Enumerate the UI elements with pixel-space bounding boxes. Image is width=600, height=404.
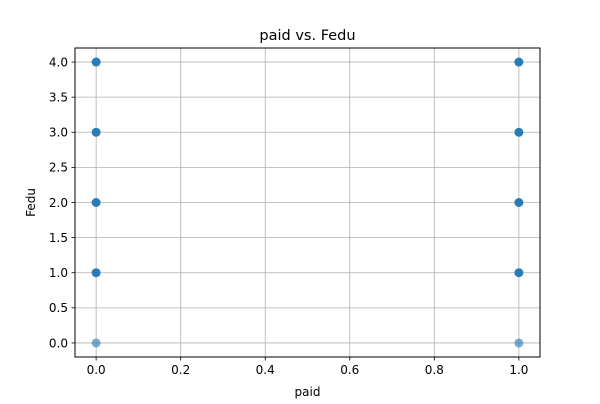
scatter-point	[514, 338, 524, 348]
scatter-point	[514, 57, 524, 67]
y-tick-label: 0.0	[49, 336, 68, 350]
x-tick-label: 0.6	[340, 363, 359, 377]
scatter-point	[91, 338, 101, 348]
y-axis-label: Fedu	[24, 188, 38, 217]
y-tick-label: 2.5	[49, 161, 68, 175]
y-tick-label: 0.5	[49, 301, 68, 315]
scatter-point	[91, 198, 101, 207]
y-tick-label: 3.0	[49, 126, 68, 140]
x-tick-label: 1.0	[509, 363, 528, 377]
y-tick-label: 1.5	[49, 231, 68, 245]
scatter-point	[91, 57, 101, 67]
ticks-layer: 0.0 0.2 0.4 0.6 0.8 1.0 0.0 0.5 1.0 1.5 2.0 2.5 3.0 3…	[49, 55, 529, 377]
x-tick-label: 0.0	[87, 363, 106, 377]
y-tick-label: 1.0	[49, 266, 68, 280]
scatter-point	[514, 198, 524, 207]
scatter-point	[91, 268, 101, 278]
x-tick-label: 0.2	[171, 363, 190, 377]
scatter-point	[91, 127, 101, 137]
y-tick-label: 4.0	[49, 55, 68, 69]
x-axis-label: paid	[295, 385, 321, 399]
chart-title: paid vs. Fedu	[259, 28, 355, 44]
y-tick-label: 2.0	[49, 196, 68, 210]
y-tick-label: 3.5	[49, 90, 68, 104]
x-tick-label: 0.4	[256, 363, 275, 377]
x-tick-label: 0.8	[425, 363, 444, 377]
scatter-point	[514, 127, 524, 137]
points-layer	[91, 57, 524, 348]
scatter-point	[514, 268, 524, 278]
grid-layer	[75, 48, 540, 357]
